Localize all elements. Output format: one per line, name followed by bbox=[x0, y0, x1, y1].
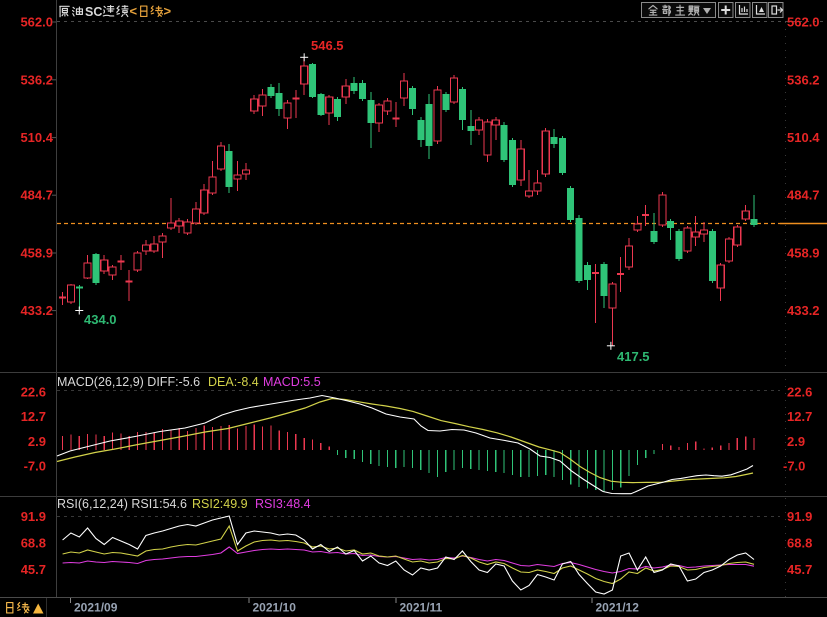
svg-text:2021/09: 2021/09 bbox=[74, 601, 118, 615]
svg-text:2.9: 2.9 bbox=[28, 434, 46, 449]
svg-text:22.6: 22.6 bbox=[21, 385, 46, 400]
svg-text:22.6: 22.6 bbox=[787, 385, 812, 400]
svg-text:RSI(6,12,24) RSI1:54.6: RSI(6,12,24) RSI1:54.6 bbox=[57, 497, 187, 511]
svg-text:536.2: 536.2 bbox=[20, 72, 53, 87]
svg-text:458.9: 458.9 bbox=[787, 246, 820, 261]
svg-text:-7.0: -7.0 bbox=[24, 459, 46, 474]
svg-text:>: > bbox=[164, 4, 172, 19]
svg-text:2.9: 2.9 bbox=[787, 434, 805, 449]
svg-text:RSI3:48.4: RSI3:48.4 bbox=[255, 497, 311, 511]
svg-text:DEA:-8.4: DEA:-8.4 bbox=[208, 375, 259, 389]
svg-text:91.9: 91.9 bbox=[21, 509, 46, 524]
svg-text:434.0: 434.0 bbox=[84, 312, 117, 327]
svg-text:562.0: 562.0 bbox=[20, 15, 53, 30]
svg-text:484.7: 484.7 bbox=[787, 188, 820, 203]
svg-text:433.2: 433.2 bbox=[787, 303, 820, 318]
svg-text:SC: SC bbox=[85, 5, 102, 19]
svg-text:68.8: 68.8 bbox=[787, 535, 812, 550]
svg-text:MACD(26,12,9) DIFF:-5.6: MACD(26,12,9) DIFF:-5.6 bbox=[57, 375, 200, 389]
svg-text:546.5: 546.5 bbox=[311, 38, 344, 53]
svg-text:2021/12: 2021/12 bbox=[596, 601, 640, 615]
svg-text:91.9: 91.9 bbox=[787, 509, 812, 524]
svg-text:484.7: 484.7 bbox=[20, 188, 53, 203]
svg-text:510.4: 510.4 bbox=[20, 130, 53, 145]
svg-text:45.7: 45.7 bbox=[21, 562, 46, 577]
svg-text:-7.0: -7.0 bbox=[783, 459, 805, 474]
svg-text:2021/11: 2021/11 bbox=[400, 601, 443, 615]
svg-text:12.7: 12.7 bbox=[21, 409, 46, 424]
svg-text:RSI2:49.9: RSI2:49.9 bbox=[192, 497, 248, 511]
svg-text:12.7: 12.7 bbox=[787, 409, 812, 424]
svg-text:510.4: 510.4 bbox=[787, 130, 820, 145]
svg-text:433.2: 433.2 bbox=[20, 303, 53, 318]
svg-text:536.2: 536.2 bbox=[787, 72, 820, 87]
svg-text:45.7: 45.7 bbox=[787, 562, 812, 577]
svg-text:68.8: 68.8 bbox=[21, 535, 46, 550]
svg-text:562.0: 562.0 bbox=[787, 15, 820, 30]
svg-text:2021/10: 2021/10 bbox=[253, 601, 297, 615]
svg-text:417.5: 417.5 bbox=[617, 349, 650, 364]
svg-text:<: < bbox=[130, 4, 138, 19]
svg-text:458.9: 458.9 bbox=[20, 246, 53, 261]
svg-text:MACD:5.5: MACD:5.5 bbox=[263, 375, 321, 389]
